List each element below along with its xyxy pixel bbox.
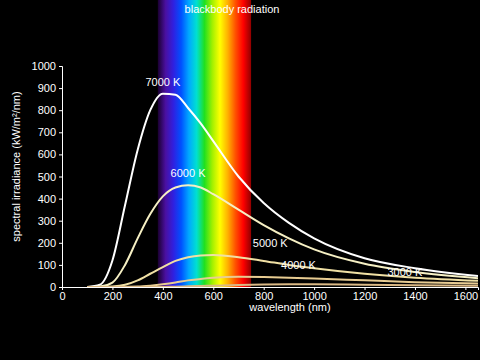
y-tick: 900 <box>38 82 62 94</box>
x-axis: 0 200 400 600 800 1000 1200 1400 1600 <box>59 287 478 302</box>
y-tick-mark <box>59 66 62 67</box>
y-tick: 500 <box>38 171 62 183</box>
y-tick-label: 600 <box>38 148 56 160</box>
y-tick-mark <box>59 154 62 155</box>
y-tick-label: 300 <box>38 215 56 227</box>
series-label: 6000 K <box>171 167 207 179</box>
y-tick: 100 <box>38 259 62 271</box>
series-label: 7000 K <box>145 76 181 88</box>
x-tick-label: 600 <box>205 290 223 302</box>
y-tick-mark <box>59 110 62 111</box>
plot-area <box>87 0 478 287</box>
y-tick-label: 200 <box>38 237 56 249</box>
series-line <box>87 185 478 287</box>
y-tick-mark <box>59 265 62 266</box>
x-tick-label: 0 <box>59 290 65 302</box>
y-tick-label: 400 <box>38 193 56 205</box>
y-tick: 700 <box>38 126 62 138</box>
y-tick: 400 <box>38 193 62 205</box>
x-tick: 1600 <box>454 287 478 302</box>
y-tick: 1000 <box>32 60 62 72</box>
x-tick: 1000 <box>302 287 326 302</box>
x-tick-label: 1600 <box>454 290 478 302</box>
y-tick-mark <box>59 132 62 133</box>
x-axis-title: wavelength (nm) <box>248 301 330 313</box>
series-line <box>87 94 478 287</box>
x-tick-label: 1400 <box>403 290 427 302</box>
y-tick-label: 0 <box>50 281 56 293</box>
y-axis-title: spectral irradiance (kW/m²/nm) <box>10 91 22 241</box>
y-tick: 300 <box>38 215 62 227</box>
y-axis-line <box>59 67 63 288</box>
y-tick: 0 <box>50 281 62 293</box>
x-tick: 1400 <box>403 287 427 302</box>
series-label: 3000 K <box>387 266 423 278</box>
x-tick: 600 <box>205 287 223 302</box>
title: blackbody radiation <box>185 3 280 15</box>
x-tick-label: 1200 <box>353 290 377 302</box>
y-axis: 0 100 200 300 400 500 600 700 800 900 1000 <box>32 60 63 293</box>
x-tick: 800 <box>255 287 273 302</box>
x-tick-label: 200 <box>104 290 122 302</box>
x-tick-label: 800 <box>255 290 273 302</box>
y-tick-label: 100 <box>38 259 56 271</box>
y-tick-mark <box>59 221 62 222</box>
visible-spectrum <box>158 0 251 287</box>
y-tick-mark <box>59 88 62 89</box>
x-tick: 0 <box>59 287 65 302</box>
y-tick-mark <box>59 199 62 200</box>
y-tick-label: 800 <box>38 104 56 116</box>
x-tick: 400 <box>154 287 172 302</box>
x-tick-label: 1000 <box>302 290 326 302</box>
series-line <box>87 255 478 287</box>
x-tick-label: 400 <box>154 290 172 302</box>
y-tick: 600 <box>38 148 62 160</box>
y-tick-label: 500 <box>38 171 56 183</box>
y-tick: 800 <box>38 104 62 116</box>
chart: 0 200 400 600 800 1000 1200 1400 1600 0 100 200 300 4… <box>0 0 480 360</box>
series-label: 5000 K <box>253 237 289 249</box>
series-label: 4000 K <box>281 259 317 271</box>
y-tick-mark <box>59 177 62 178</box>
y-tick-mark <box>59 287 62 288</box>
series-line <box>87 284 478 287</box>
y-tick-label: 900 <box>38 82 56 94</box>
x-tick: 200 <box>104 287 122 302</box>
y-tick: 200 <box>38 237 62 249</box>
x-tick: 1200 <box>353 287 377 302</box>
y-tick-mark <box>59 243 62 244</box>
y-tick-label: 700 <box>38 126 56 138</box>
y-tick-label: 1000 <box>32 60 56 72</box>
